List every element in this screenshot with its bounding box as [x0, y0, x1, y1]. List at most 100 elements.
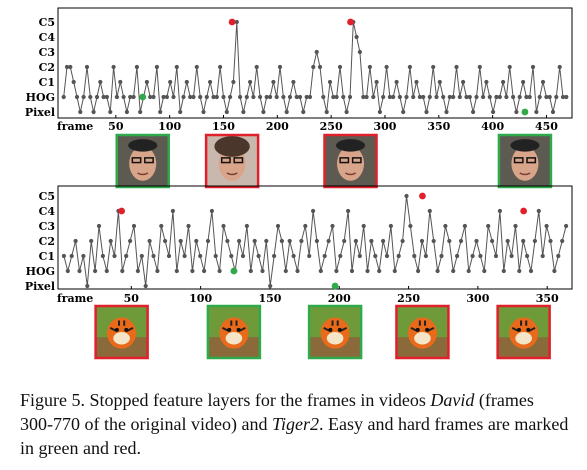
tiger2-data-point — [505, 238, 510, 244]
tiger2-data-point — [166, 253, 172, 259]
david-data-point — [191, 94, 196, 100]
tiger2-data-point — [283, 268, 288, 274]
tiger2-data-point — [65, 268, 70, 274]
tiger2-data-point — [291, 253, 296, 259]
tiger2-data-point — [190, 268, 195, 274]
david-data-point — [407, 64, 412, 70]
david-data-point — [287, 94, 293, 100]
tiger2-data-point — [560, 238, 565, 244]
david-data-point — [481, 94, 486, 100]
tiger2-data-point — [564, 223, 569, 229]
david-data-point — [527, 94, 532, 100]
tiger2-data-point — [466, 268, 471, 274]
david-data-point — [417, 94, 422, 100]
david-thumbnail-border — [497, 133, 553, 189]
figure-caption: Figure 5. Stopped feature layers for the… — [20, 388, 570, 460]
tiger2-data-point — [342, 238, 347, 244]
david-data-point — [121, 94, 126, 100]
david-data-point — [364, 94, 369, 100]
tiger2-thumbnail-border — [94, 304, 149, 360]
david-data-point — [71, 79, 76, 85]
david-data-point — [241, 109, 246, 115]
david-data-point — [457, 94, 462, 100]
tiger2-data-point — [205, 238, 211, 244]
tiger2-data-point — [124, 253, 129, 259]
david-easy-frame-marker — [521, 108, 529, 116]
david-data-point — [161, 94, 166, 100]
tiger2-data-point — [131, 223, 137, 229]
tiger2-data-point — [178, 238, 183, 244]
tiger2-data-point — [462, 223, 467, 229]
tiger2-data-point — [108, 238, 113, 244]
david-data-point — [404, 94, 409, 100]
david-data-point — [254, 64, 259, 70]
david-thumbnail-border — [204, 133, 260, 189]
david-data-point — [374, 79, 379, 85]
david-data-point — [201, 109, 206, 115]
tiger2-data-point — [225, 238, 230, 244]
david-y-tick-label: Pixel — [25, 106, 55, 119]
david-data-point — [261, 109, 266, 115]
david-data-point — [477, 64, 482, 70]
david-series-line — [63, 21, 567, 113]
david-data-point — [148, 94, 153, 100]
tiger2-thumbnail-hard — [94, 304, 149, 360]
tiger2-hard-frame-marker — [118, 207, 126, 215]
david-data-point — [554, 94, 559, 100]
david-data-point — [284, 109, 289, 115]
tiger2-data-point — [509, 253, 514, 259]
david-x-tick-label: 50 — [108, 120, 124, 133]
tiger2-thumbnail-border — [395, 304, 450, 360]
david-data-point — [331, 94, 336, 100]
david-data-point — [487, 94, 492, 100]
tiger2-data-point — [474, 238, 479, 244]
david-data-point — [521, 79, 526, 85]
david-data-point — [304, 94, 309, 100]
tiger2-data-point — [330, 223, 335, 229]
david-data-point — [64, 64, 70, 70]
tiger2-data-point — [213, 253, 218, 259]
tiger2-data-point — [170, 208, 175, 214]
david-thumbnail-hard — [323, 133, 378, 189]
david-data-point — [84, 64, 90, 70]
david-data-point — [324, 109, 329, 115]
david-data-point — [361, 94, 366, 100]
tiger2-thumbnail-easy — [206, 304, 262, 360]
david-easy-frame-marker — [139, 93, 147, 101]
david-x-tick-label: 150 — [212, 120, 235, 133]
tiger2-data-point — [486, 223, 491, 229]
tiger2-data-point — [287, 238, 292, 244]
tiger2-data-point — [209, 208, 214, 214]
tiger2-data-point — [96, 223, 102, 229]
david-data-point — [441, 94, 446, 100]
david-data-point — [114, 94, 119, 100]
tiger2-data-point — [307, 253, 312, 259]
david-data-point — [461, 79, 466, 85]
david-data-point — [171, 94, 176, 100]
david-data-point — [174, 64, 179, 70]
tiger2-data-point — [89, 238, 94, 244]
tiger2-data-point — [338, 253, 343, 259]
david-data-point — [98, 79, 103, 85]
tiger2-data-point — [112, 253, 117, 259]
david-data-point — [224, 109, 229, 115]
tiger2-data-point — [365, 268, 370, 274]
david-data-point — [211, 94, 216, 100]
david-data-point — [188, 94, 193, 100]
tiger2-x-tick-label: 50 — [124, 292, 140, 305]
tiger2-data-point — [334, 268, 339, 274]
david-data-point — [264, 94, 269, 100]
david-data-point — [104, 94, 109, 100]
tiger2-data-point — [326, 238, 331, 244]
tiger2-data-point — [349, 268, 355, 274]
tiger2-thumbnails — [94, 304, 551, 360]
david-x-tick-label: 400 — [481, 120, 504, 133]
david-x-tick-label: 450 — [535, 120, 558, 133]
david-data-point — [497, 94, 502, 100]
caption-video-2: Tiger2 — [271, 414, 319, 434]
tiger2-data-point — [373, 253, 378, 259]
david-data-point — [507, 64, 512, 70]
david-data-point — [427, 94, 432, 100]
tiger2-data-point — [423, 253, 428, 259]
tiger2-thumbnail-hard — [395, 304, 450, 360]
